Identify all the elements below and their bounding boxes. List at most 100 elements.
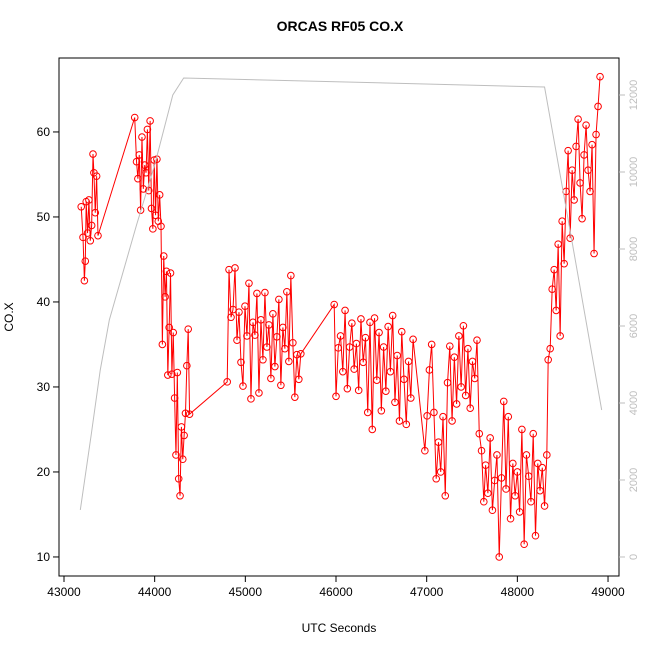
point (283, 287, 291, 296)
point (81, 257, 90, 265)
point (233, 336, 241, 345)
point (289, 338, 297, 347)
point (427, 340, 436, 349)
point (155, 191, 164, 199)
x-tick-label: 44000 (138, 585, 172, 599)
y2-tick-label: 2000 (628, 468, 640, 492)
point (253, 289, 261, 298)
point (166, 269, 175, 277)
point (499, 397, 508, 406)
point (550, 265, 558, 274)
point (552, 306, 560, 315)
point (87, 221, 96, 230)
point (158, 340, 167, 349)
point (146, 117, 154, 125)
point (397, 327, 406, 336)
point (235, 308, 243, 316)
point (172, 451, 180, 459)
point (361, 333, 370, 342)
point (379, 343, 388, 351)
point (185, 410, 194, 418)
point (546, 344, 554, 353)
point (176, 491, 184, 500)
point (572, 142, 580, 151)
point (423, 412, 431, 420)
y-tick-label: 20 (37, 465, 51, 479)
point (281, 344, 289, 353)
point (168, 370, 176, 379)
point (524, 472, 533, 481)
point (452, 400, 461, 408)
point (245, 279, 253, 288)
point (421, 446, 429, 455)
point (584, 166, 592, 175)
point (484, 489, 492, 498)
point (393, 351, 402, 360)
point (568, 166, 576, 175)
point (249, 318, 257, 327)
point (181, 409, 190, 418)
point (457, 383, 465, 391)
point (495, 553, 504, 561)
point (259, 355, 267, 364)
point (520, 540, 528, 549)
point (556, 332, 564, 340)
point (143, 125, 152, 134)
point (395, 417, 404, 425)
point (170, 394, 179, 402)
x-tick-label: 43000 (47, 585, 81, 599)
point (468, 357, 477, 366)
series-line (79, 77, 603, 511)
point (504, 412, 513, 421)
point (343, 384, 352, 393)
point (502, 485, 510, 493)
x-tick-label: 49000 (591, 585, 625, 599)
point (566, 234, 574, 243)
point (350, 365, 358, 373)
point (531, 531, 540, 540)
point (263, 343, 271, 351)
point (527, 497, 535, 506)
point (481, 461, 490, 469)
point (269, 310, 277, 318)
point (297, 350, 305, 358)
point (239, 382, 247, 390)
point (279, 323, 287, 332)
point (548, 285, 556, 294)
point (402, 420, 411, 429)
point (330, 300, 338, 309)
point (386, 367, 395, 376)
point (538, 463, 547, 472)
point (77, 202, 86, 211)
point (287, 271, 295, 280)
y2-tick-label: 12000 (628, 80, 640, 111)
point (558, 217, 566, 226)
point (257, 316, 265, 324)
point (341, 306, 349, 315)
point (464, 344, 472, 353)
point (578, 214, 586, 223)
point (354, 386, 363, 395)
point (543, 451, 551, 459)
point (377, 406, 386, 415)
y2-tick-label: 8000 (628, 237, 640, 261)
point (576, 179, 584, 187)
point (273, 333, 281, 341)
point (513, 468, 522, 476)
point (404, 357, 413, 366)
point (540, 502, 549, 510)
point (436, 468, 445, 476)
point (488, 506, 497, 515)
point (79, 233, 87, 242)
point (135, 151, 144, 159)
point (430, 408, 438, 417)
point (382, 387, 390, 396)
point (237, 358, 245, 367)
y-tick-label: 10 (37, 550, 51, 564)
point (441, 491, 450, 500)
point (446, 342, 454, 350)
y-tick-label: 50 (37, 210, 51, 224)
point (560, 259, 568, 268)
point (409, 335, 417, 344)
